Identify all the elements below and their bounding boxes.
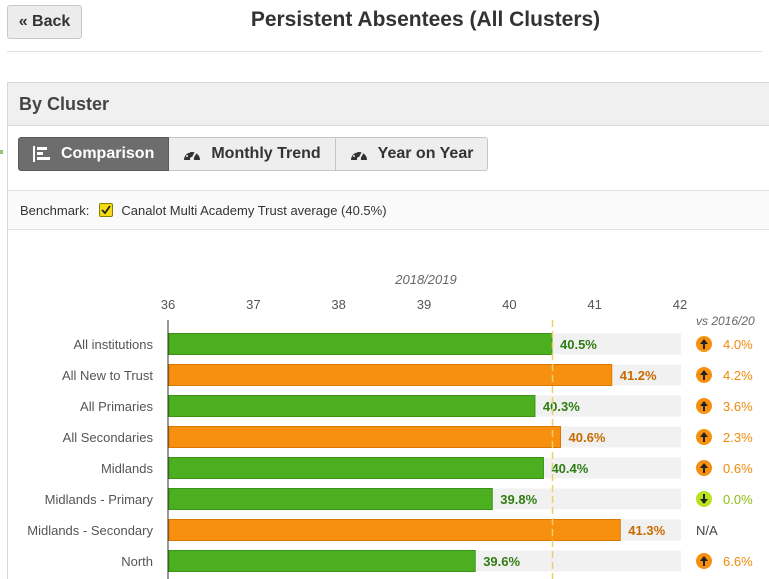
category-label: Midlands - Secondary <box>27 523 153 538</box>
chart-title: 2018/2019 <box>394 272 456 287</box>
bar[interactable] <box>168 457 544 479</box>
bar[interactable] <box>168 333 553 355</box>
tab-monthly-trend[interactable]: Monthly Trend <box>169 137 336 171</box>
change-value: 6.6% <box>723 554 753 569</box>
bar-value-label: 41.2% <box>620 368 657 383</box>
arrow-up-glyph <box>700 401 708 411</box>
benchmark-checkbox[interactable] <box>99 203 114 217</box>
bar-chart-icon <box>33 146 51 162</box>
change-value: 0.6% <box>723 461 753 476</box>
arrow-up-glyph <box>700 339 708 349</box>
x-tick-label: 42 <box>673 297 687 312</box>
tab-comparison-label: Comparison <box>61 145 155 162</box>
change-value: 2.3% <box>723 430 753 445</box>
tab-year-on-year-label: Year on Year <box>377 145 474 162</box>
benchmark-row: Benchmark: Canalot Multi Academy Trust a… <box>8 190 769 230</box>
category-label: North <box>121 554 153 569</box>
side-marker <box>0 150 3 154</box>
view-tabs: Comparison Monthly Trend <box>18 137 489 171</box>
change-value: 0.0% <box>723 492 753 507</box>
bar-value-label: 40.3% <box>543 399 580 414</box>
change-value: 4.2% <box>723 368 753 383</box>
change-value: 4.0% <box>723 337 753 352</box>
category-label: All institutions <box>74 337 154 352</box>
tab-year-on-year[interactable]: Year on Year <box>335 137 489 171</box>
comparison-header: vs 2016/20 <box>696 314 755 328</box>
tab-monthly-trend-label: Monthly Trend <box>211 145 321 162</box>
category-label: All Primaries <box>80 399 153 414</box>
x-tick-label: 37 <box>246 297 260 312</box>
x-tick-label: 36 <box>161 297 175 312</box>
arrow-up-glyph <box>700 432 708 442</box>
bar[interactable] <box>168 519 621 541</box>
gauge-icon <box>350 147 368 161</box>
arrow-up-glyph <box>700 556 708 566</box>
benchmark-text: Canalot Multi Academy Trust average (40.… <box>121 202 387 218</box>
category-label: All Secondaries <box>63 430 154 445</box>
x-tick-label: 40 <box>502 297 516 312</box>
arrow-down-glyph <box>700 494 708 504</box>
page-title: Persistent Absentees (All Clusters) <box>250 8 601 31</box>
bar[interactable] <box>168 364 613 386</box>
bar[interactable] <box>168 395 536 417</box>
change-value: 3.6% <box>723 399 753 414</box>
back-button[interactable]: « Back <box>7 5 82 39</box>
bar-value-label: 40.5% <box>560 337 597 352</box>
bar-value-label: 40.6% <box>569 430 606 445</box>
bar-value-label: 40.4% <box>551 461 588 476</box>
bar-value-label: 41.3% <box>628 523 665 538</box>
x-tick-label: 39 <box>417 297 431 312</box>
arrow-up-glyph <box>700 463 708 473</box>
bar[interactable] <box>168 426 562 448</box>
tab-comparison[interactable]: Comparison <box>18 137 170 171</box>
benchmark-label: Benchmark: <box>20 202 90 218</box>
gauge-icon <box>183 147 201 161</box>
category-label: Midlands - Primary <box>45 492 154 507</box>
category-label: Midlands <box>101 461 154 476</box>
section-title: By Cluster <box>8 83 769 126</box>
x-tick-label: 38 <box>331 297 345 312</box>
title-divider <box>7 51 762 52</box>
bar[interactable] <box>168 488 493 510</box>
x-tick-label: 41 <box>587 297 601 312</box>
bar-value-label: 39.8% <box>500 492 537 507</box>
checkmark-icon <box>101 205 112 215</box>
change-value: N/A <box>696 523 718 538</box>
arrow-up-glyph <box>700 370 708 380</box>
bar[interactable] <box>168 550 476 572</box>
category-label: All New to Trust <box>62 368 153 383</box>
bar-value-label: 39.6% <box>483 554 520 569</box>
